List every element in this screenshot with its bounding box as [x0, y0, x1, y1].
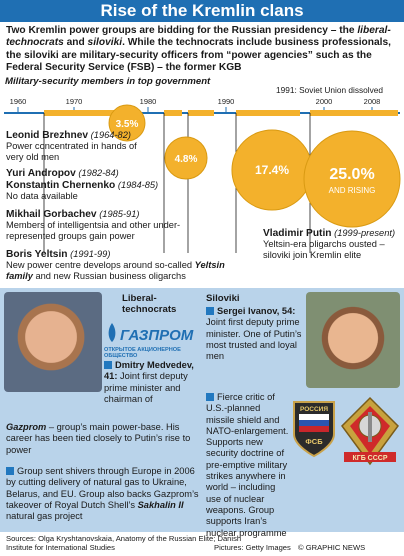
bubble-gorbachev [164, 136, 208, 180]
gazprom-subtitle: ОТКРЫТОЕ АКЦИОНЕРНОЕ ОБЩЕСТВО [104, 347, 181, 359]
leader-yeltsin: Boris Yeltsin (1991-99) New power centre… [6, 249, 246, 283]
person-desc-em: Gazprom [6, 422, 47, 432]
sources: Sources: Olga Kryshtanovskaia, Anatomy o… [6, 534, 242, 553]
timeline-subhead: Military-security members in top governm… [5, 76, 211, 87]
emblem-bottom-text: ФСБ [305, 437, 323, 446]
bubbles: 3.5% 4.8% 17.4% 25.0% AND RISING [108, 104, 401, 228]
leader-name: Vladimir Putin [263, 228, 332, 239]
bullet-square-icon [104, 361, 112, 369]
bullet-text: Fierce critic of U.S.-planned missile sh… [206, 392, 289, 538]
medvedev-bullet: Dmitry Medvedev, 41: Joint first deputy … [104, 360, 200, 405]
intro-part2: . While the technocrats include business… [6, 37, 391, 74]
ivanov-photo [306, 292, 400, 388]
intro-and: and [63, 37, 88, 49]
leader-name: Konstantin Chernenko [6, 180, 116, 191]
leader-years: (1991-99) [70, 249, 111, 259]
bubble-putin [303, 130, 401, 228]
leader-desc: No data available [6, 191, 78, 202]
group-technocrats: Liberal-technocrats [122, 293, 177, 315]
person-name: Dmitry Medvedev, 41: [104, 360, 194, 382]
leader-name: Leonid Brezhnev [6, 130, 89, 141]
leader-brezhnev: Leonid Brezhnev (1964-82) Power concentr… [6, 130, 156, 164]
leader-name: Boris Yeltsin [6, 249, 68, 260]
leader-gorbachev: Mikhail Gorbachev (1985-91) Members of i… [6, 209, 196, 243]
bubble-brezhnev [108, 104, 146, 142]
term-bar [236, 110, 300, 116]
flame-icon [108, 323, 116, 342]
leader-years: (1999-present) [334, 228, 396, 238]
term-bar [44, 110, 140, 116]
kgb-badge-icon: КГБ СССР [341, 396, 399, 466]
leader-years: (1985-91) [99, 209, 140, 219]
emblem-top-text: РОССИЯ [300, 406, 328, 413]
bullet-em: Sakhalin II [137, 499, 184, 510]
leader-desc: Members of intelligentsia and other unde… [6, 220, 181, 242]
bullet-square-icon [206, 393, 214, 401]
tick-label: 1970 [66, 97, 83, 106]
timeline-ticks: 1960 1970 1980 1990 2000 2008 [4, 97, 400, 253]
gazprom-line: Gazprom – group’s main power-base. His c… [6, 422, 200, 456]
tick-label: 1960 [10, 97, 27, 106]
leader-desc: Yeltsin-era oligarchs ousted – siloviki … [263, 239, 385, 261]
siloviki-bullet-2: Fierce critic of U.S.-planned missile sh… [206, 392, 290, 539]
leader-putin: Vladimir Putin (1999-present) Yeltsin-er… [263, 228, 401, 262]
gazprom-logo: ГАЗПРОМ [108, 323, 194, 344]
title-bar: Rise of the Kremlin clans [0, 0, 404, 22]
person-desc: Joint first deputy prime minister. One o… [206, 317, 302, 362]
pictures-credit: Pictures: Getty Images [214, 543, 291, 552]
bullet-end: natural gas project [6, 511, 83, 522]
leader-years: (1964-82) [90, 130, 131, 140]
leader-years: (1982-84) [78, 168, 119, 178]
technocrats-bullet-2: Group sent shivers through Europe in 200… [6, 466, 200, 522]
medvedev-photo [4, 292, 102, 392]
leader-name: Mikhail Gorbachev [6, 209, 97, 220]
leader-desc: New power centre develops around so-call… [6, 260, 195, 271]
leader-years: (1984-85) [117, 180, 159, 190]
intro-text: Two Kremlin power groups are bidding for… [6, 25, 398, 75]
leader-name: Yuri Andropov [6, 168, 76, 179]
tick-label: 1980 [140, 97, 157, 106]
term-bar [310, 110, 398, 116]
term-bar [188, 110, 214, 116]
fsb-emblem-icon: РОССИЯ ФСБ [293, 401, 335, 458]
bubble-label: 17.4% [255, 163, 289, 177]
group-siloviki: Siloviki [206, 293, 240, 304]
term-bar [164, 110, 182, 116]
bubble-label: 25.0% [329, 166, 374, 183]
page-title: Rise of the Kremlin clans [100, 1, 304, 20]
leader-desc-em: Yeltsin family [6, 260, 225, 282]
gazprom-wordmark: ГАЗПРОМ [120, 327, 194, 344]
bubble-label: 4.8% [175, 154, 198, 165]
tick-label: 1990 [218, 97, 235, 106]
medvedev-bullet-cont: x [6, 405, 202, 416]
intro-siloviki: siloviki [87, 37, 123, 49]
leader-chernenko: Konstantin Chernenko (1984-85) No data a… [6, 180, 226, 202]
leader-andropov: Yuri Andropov (1982-84) [6, 168, 206, 179]
graphic-news-credit: © GRAPHIC NEWS [298, 543, 366, 552]
bubble-note: AND RISING [329, 186, 376, 195]
timeline-chart: 1960 1970 1980 1990 2000 2008 3.5% 4.8% 17.4% 25… [4, 97, 401, 253]
ivanov-bullet: Sergei Ivanov, 54: Joint first deputy pr… [206, 306, 304, 362]
kgb-text: КГБ СССР [352, 455, 387, 462]
tick-label: 2008 [364, 97, 381, 106]
bubble-label: 3.5% [116, 119, 139, 130]
dissolved-label: 1991: Soviet Union dissolved [276, 85, 384, 95]
person-desc-start: Joint first deputy prime minister and ch… [104, 371, 188, 404]
leader-desc-end: and new Russian business oligarchs [32, 271, 186, 282]
intro-part1: Two Kremlin power groups are bidding for… [6, 25, 358, 36]
bullet-square-icon [6, 467, 14, 475]
intro-technocrats: liberal-technocrats [6, 25, 391, 49]
person-name: Sergei Ivanov, 54: [217, 306, 296, 316]
bullet-square-icon [206, 307, 214, 315]
person-desc-end: – group’s main power-base. His career ha… [6, 422, 191, 455]
leader-desc: Power concentrated in hands of very old … [6, 141, 137, 163]
tick-label: 2000 [316, 97, 333, 106]
bullet-text: Group sent shivers through Europe in 200… [6, 466, 199, 510]
